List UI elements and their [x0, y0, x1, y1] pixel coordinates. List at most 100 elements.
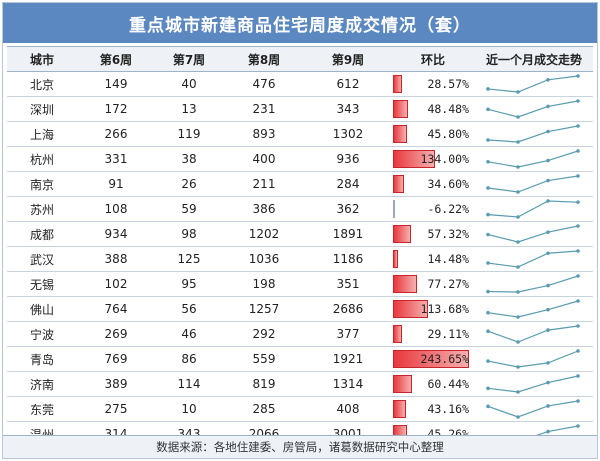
- sparkline-point: [546, 158, 550, 163]
- hb-bar: [393, 400, 407, 418]
- sparkline-point: [576, 74, 580, 78]
- week8-cell: 231: [223, 96, 305, 122]
- hb-cell: 113.68%: [391, 296, 475, 322]
- sparkline-line: [487, 225, 579, 243]
- city-cell: 佛山: [7, 296, 77, 322]
- hb-label: 28.57%: [427, 77, 469, 91]
- sparkline-point: [516, 215, 520, 219]
- table-row: 上海 266 119 893 1302 45.80%: [7, 121, 593, 147]
- week9-cell: 612: [305, 71, 391, 97]
- hb-bar: [393, 175, 404, 193]
- week9-cell: 1186: [305, 246, 391, 272]
- week6-cell: 108: [77, 196, 155, 222]
- trend-sparkline: [486, 249, 580, 269]
- table-row: 成都 934 98 1202 1891 57.32%: [7, 221, 593, 247]
- trend-sparkline: [486, 349, 580, 369]
- city-cell: 北京: [7, 71, 77, 97]
- hb-cell: 29.11%: [391, 321, 475, 347]
- sparkline-point: [516, 140, 520, 144]
- week9-cell: 284: [305, 171, 391, 197]
- sparkline-line: [487, 375, 579, 393]
- sparkline-point: [576, 324, 580, 328]
- hb-label: 29.11%: [427, 327, 469, 341]
- week9-cell: 936: [305, 146, 391, 172]
- trend-sparkline-cell: [475, 121, 593, 147]
- sparkline-point: [576, 124, 580, 128]
- week6-cell: 266: [77, 121, 155, 147]
- sparkline-point: [576, 399, 580, 403]
- hb-cell: 34.60%: [391, 171, 475, 197]
- week8-cell: 1036: [223, 246, 305, 272]
- hb-bar: [393, 300, 429, 318]
- header-city: 城市: [7, 46, 77, 72]
- table-row: 北京 149 40 476 612 28.57%: [7, 71, 593, 97]
- trend-sparkline: [486, 399, 580, 419]
- chart-title: 重点城市新建商品住宅周度成交情况（套）: [3, 3, 597, 43]
- trend-sparkline-cell: [475, 146, 593, 172]
- trend-sparkline: [486, 374, 580, 394]
- week8-cell: 285: [223, 396, 305, 422]
- header-week8: 第8周: [223, 46, 305, 72]
- sparkline-point: [486, 289, 490, 294]
- hb-label: 48.48%: [427, 102, 469, 116]
- week7-cell: 86: [155, 346, 223, 372]
- table-row: 苏州 108 59 386 362 -6.22%: [7, 196, 593, 222]
- week7-cell: 38: [155, 146, 223, 172]
- hb-cell: -6.22%: [391, 196, 475, 222]
- week6-cell: 275: [77, 396, 155, 422]
- data-table: 城市 第6周 第7周 第8周 第9周 环比 近一个月成交走势 北京 149 40 47…: [7, 46, 593, 447]
- city-cell: 武汉: [7, 246, 77, 272]
- week7-cell: 26: [155, 171, 223, 197]
- week6-cell: 102: [77, 271, 155, 297]
- week7-cell: 46: [155, 321, 223, 347]
- table-row: 无锡 102 95 198 351 77.27%: [7, 271, 593, 297]
- table-row: 南京 91 26 211 284 34.60%: [7, 171, 593, 197]
- week8-cell: 400: [223, 146, 305, 172]
- trend-sparkline-cell: [475, 396, 593, 422]
- header-row: 城市 第6周 第7周 第8周 第9周 环比 近一个月成交走势: [7, 46, 593, 72]
- trend-sparkline-cell: [475, 171, 593, 197]
- hb-bar: [393, 225, 411, 243]
- week9-cell: 2686: [305, 296, 391, 322]
- hb-cell: 28.57%: [391, 71, 475, 97]
- week6-cell: 149: [77, 71, 155, 97]
- trend-sparkline-cell: [475, 271, 593, 297]
- week9-cell: 408: [305, 396, 391, 422]
- sparkline-point: [546, 380, 550, 385]
- sparkline-point: [546, 307, 550, 312]
- week8-cell: 893: [223, 121, 305, 147]
- sparkline-point: [546, 328, 550, 332]
- sparkline-point: [546, 230, 550, 234]
- sparkline-point: [516, 165, 520, 169]
- week7-cell: 125: [155, 246, 223, 272]
- sparkline-point: [486, 310, 490, 315]
- hb-label: -6.22%: [427, 202, 469, 216]
- week7-cell: 119: [155, 121, 223, 147]
- sparkline-point: [516, 315, 520, 319]
- sparkline-point: [546, 178, 550, 183]
- week6-cell: 331: [77, 146, 155, 172]
- week8-cell: 198: [223, 271, 305, 297]
- sparkline-line: [487, 400, 579, 418]
- hb-label: 14.48%: [427, 252, 469, 266]
- hb-label: 113.68%: [420, 302, 469, 316]
- week7-cell: 98: [155, 221, 223, 247]
- trend-sparkline: [486, 74, 580, 94]
- trend-sparkline-cell: [475, 196, 593, 222]
- week6-cell: 91: [77, 171, 155, 197]
- sparkline-point: [516, 240, 520, 244]
- city-cell: 成都: [7, 221, 77, 247]
- week8-cell: 1257: [223, 296, 305, 322]
- week8-cell: 559: [223, 346, 305, 372]
- hb-bar: [393, 200, 395, 218]
- sparkline-line: [487, 325, 579, 343]
- week9-cell: 1314: [305, 371, 391, 397]
- week8-cell: 476: [223, 71, 305, 97]
- week7-cell: 10: [155, 396, 223, 422]
- trend-sparkline: [486, 149, 580, 169]
- hb-cell: 77.27%: [391, 271, 475, 297]
- sparkline-point: [546, 251, 550, 256]
- week9-cell: 1921: [305, 346, 391, 372]
- week9-cell: 1302: [305, 121, 391, 147]
- hb-label: 45.80%: [427, 127, 469, 141]
